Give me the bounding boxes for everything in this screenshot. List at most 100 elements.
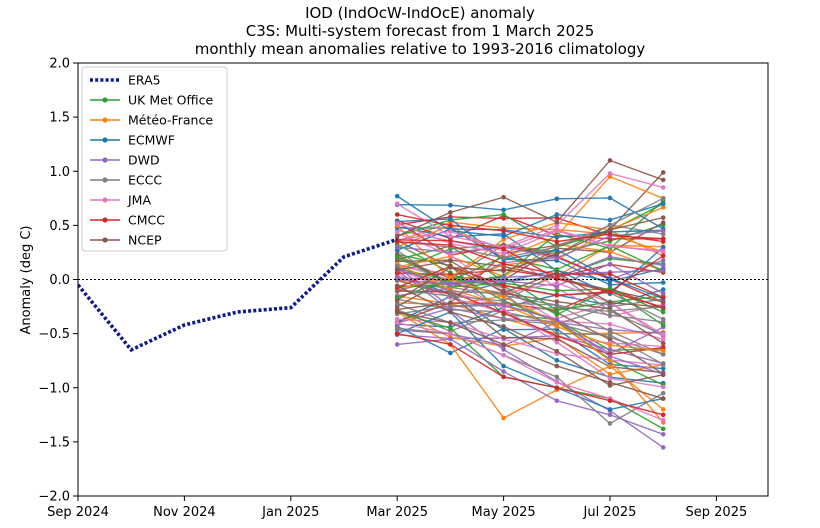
ncep-member-point xyxy=(554,363,560,369)
ncep-member-point xyxy=(448,258,453,264)
chart-title: IOD (IndOcW-IndOcE) anomaly xyxy=(305,4,535,22)
dwd-member-line xyxy=(396,266,664,375)
jma-member-point xyxy=(501,306,506,312)
jma-member-point xyxy=(394,201,400,207)
eccc-member-point xyxy=(607,421,613,426)
ncep-member-point xyxy=(554,251,560,257)
cmcc-member-point xyxy=(501,228,506,234)
ecmwf-member-line xyxy=(396,195,664,237)
ncep-member-line xyxy=(397,260,664,308)
m-t-o-france-member-point xyxy=(501,294,506,300)
eccc-member-point xyxy=(501,300,506,306)
cmcc-member-point xyxy=(394,331,400,336)
ncep-member-point xyxy=(501,268,506,274)
ncep-member-point xyxy=(501,342,506,347)
jma-member-point xyxy=(394,221,400,226)
jma-member-point xyxy=(394,316,400,322)
ecmwf-member-line xyxy=(396,311,664,411)
ncep-member-point xyxy=(501,324,506,329)
m-t-o-france-member-point xyxy=(501,415,506,421)
ecmwf-member-point xyxy=(448,202,453,208)
uk-met-office-member-point xyxy=(660,426,666,432)
ncep-member-point xyxy=(660,372,666,378)
legend-jma-label: JMA xyxy=(127,193,151,208)
jma-member-point xyxy=(607,376,613,381)
uk-met-office-member-line xyxy=(396,278,664,316)
cmcc-member-line xyxy=(397,239,664,308)
ncep-member-point xyxy=(448,309,453,315)
dwd-member-point xyxy=(394,244,400,250)
jma-member-point xyxy=(554,380,560,385)
ncep-member-line xyxy=(396,216,664,301)
chart-subtitle: C3S: Multi-system forecast from 1 March … xyxy=(246,22,595,40)
jma-member-point xyxy=(394,320,400,326)
jma-member-line xyxy=(396,232,664,336)
ncep-member-point xyxy=(448,265,453,270)
dwd-member-line xyxy=(397,307,664,355)
uk-met-office-member-point xyxy=(554,288,560,294)
ncep-member-point xyxy=(660,304,666,310)
ecmwf-member-point xyxy=(660,201,666,207)
ecmwf-member-point xyxy=(607,407,613,412)
dwd-member-point xyxy=(607,254,613,259)
dwd-member-point xyxy=(394,342,400,347)
ecmwf-member-point xyxy=(660,280,666,285)
legend-dwd-label: DWD xyxy=(128,153,160,168)
eccc-member-point xyxy=(660,196,666,201)
jma-member-point xyxy=(660,337,666,342)
ncep-member-point xyxy=(554,336,560,342)
ecmwf-member-point xyxy=(394,247,400,253)
m-t-o-france-member-point xyxy=(660,205,666,210)
legend-m-t-o-france-label: Météo-France xyxy=(128,113,213,128)
cmcc-member-point xyxy=(501,216,506,221)
cmcc-member-point xyxy=(394,212,400,217)
dwd-member-line xyxy=(397,334,664,365)
dwd-member-point xyxy=(394,276,400,282)
cmcc-member-point xyxy=(660,412,666,418)
ncep-member-point xyxy=(394,283,400,289)
y-tick-label: 1.0 xyxy=(49,165,70,180)
dwd-member-point xyxy=(501,347,506,352)
uk-met-office-member-point xyxy=(501,212,506,217)
eccc-member-point xyxy=(660,362,666,367)
cmcc-member-point xyxy=(501,261,506,267)
ecmwf-member-point xyxy=(607,217,613,223)
ncep-member-point xyxy=(607,380,613,385)
ncep-member-point xyxy=(394,298,400,303)
jma-member-point xyxy=(554,339,560,345)
m-t-o-france-member-line xyxy=(396,263,664,352)
eccc-member-point xyxy=(607,312,613,318)
ncep-member-point xyxy=(394,233,400,239)
cmcc-member-point xyxy=(607,398,613,404)
dwd-member-point xyxy=(660,431,666,437)
ncep-member-line xyxy=(396,159,664,237)
dwd-member-point xyxy=(448,280,453,286)
legend-era5-label: ERA5 xyxy=(128,73,161,88)
ncep-member-point xyxy=(554,299,560,304)
ecmwf-member-point xyxy=(501,363,506,369)
cmcc-member-line xyxy=(397,216,664,240)
jma-member-point xyxy=(448,229,453,234)
x-tick-label: Jan 2025 xyxy=(261,505,319,520)
cmcc-member-point xyxy=(607,231,613,237)
dwd-member-point xyxy=(660,257,666,263)
eccc-member-point xyxy=(394,301,400,307)
cmcc-member-point xyxy=(660,253,666,259)
jma-member-point xyxy=(554,280,560,286)
ecmwf-member-line xyxy=(396,325,664,384)
ncep-member-point xyxy=(607,337,613,342)
ecmwf-member-point xyxy=(448,216,453,222)
y-axis-label: Anomaly (deg C) xyxy=(19,225,34,334)
x-tick-label: Mar 2025 xyxy=(366,505,428,520)
cmcc-member-point xyxy=(448,242,453,248)
eccc-member-point xyxy=(660,231,666,237)
ncep-member-point xyxy=(660,215,666,220)
m-t-o-france-member-point xyxy=(607,342,613,348)
y-tick-label: −1.0 xyxy=(38,381,70,396)
jma-member-point xyxy=(660,417,666,423)
x-tick-label: Sep 2024 xyxy=(47,505,109,520)
cmcc-member-point xyxy=(554,385,560,391)
dwd-member-point xyxy=(660,228,666,234)
eccc-member-line xyxy=(397,272,664,312)
